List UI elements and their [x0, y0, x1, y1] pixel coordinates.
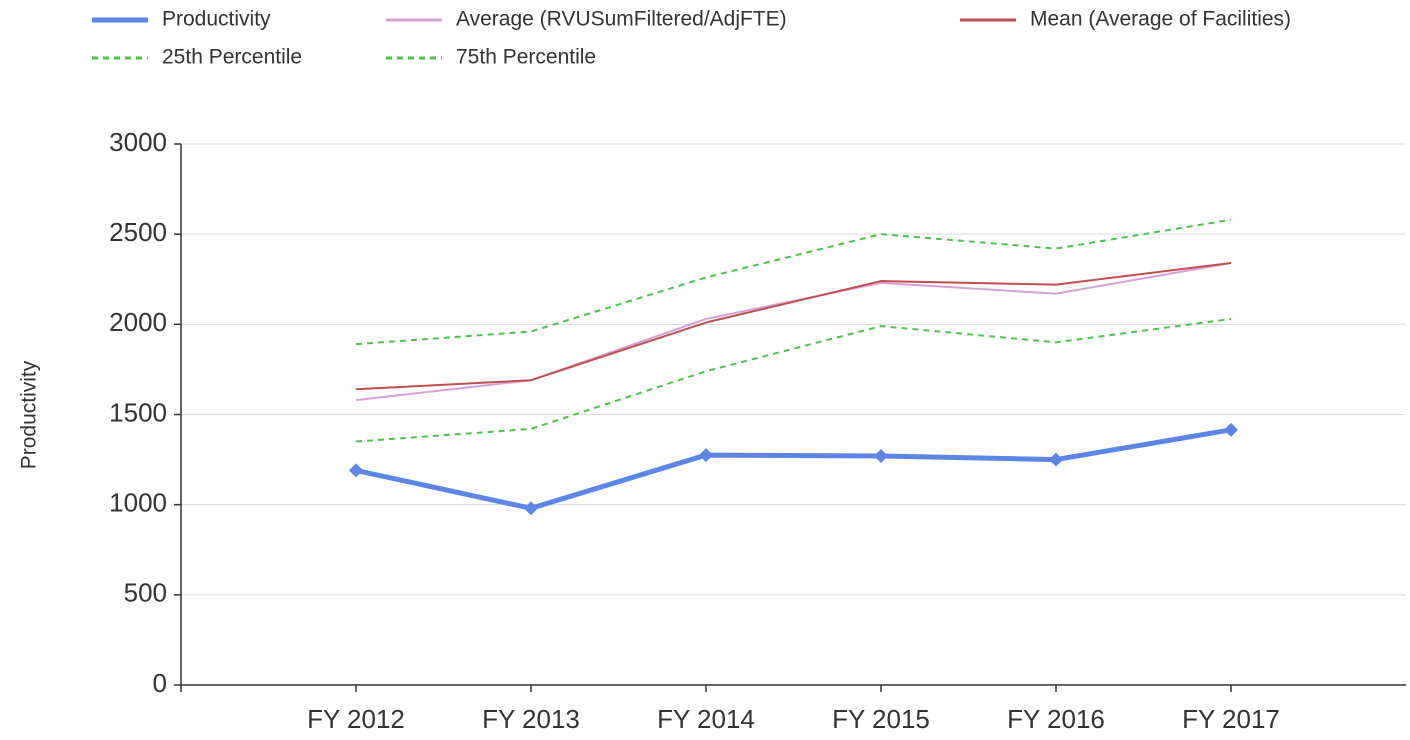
series-marker — [349, 463, 363, 478]
y-tick-label: 1000 — [109, 488, 167, 518]
y-tick-label: 3000 — [109, 127, 167, 157]
series-marker — [1049, 452, 1063, 467]
x-tick-label: FY 2017 — [1182, 704, 1280, 734]
series-marker — [699, 448, 713, 463]
y-tick-label: 1500 — [109, 397, 167, 427]
y-tick-label: 500 — [124, 578, 167, 608]
x-tick-label: FY 2015 — [832, 704, 930, 734]
series-line — [355, 262, 1232, 402]
series-marker — [874, 448, 888, 463]
series-marker — [524, 501, 538, 516]
x-tick-label: FY 2016 — [1007, 704, 1105, 734]
series-marker — [1224, 422, 1238, 437]
legend-label: 25th Percentile — [162, 46, 302, 69]
series-line — [355, 427, 1232, 511]
y-tick-label: 0 — [153, 668, 167, 698]
x-tick-label: FY 2014 — [657, 704, 755, 734]
x-tick-label: FY 2012 — [307, 704, 405, 734]
y-axis-label: Productivity — [18, 360, 41, 469]
legend-label: Mean (Average of Facilities) — [1030, 8, 1291, 31]
series-line — [355, 317, 1232, 443]
legend-label: Productivity — [162, 8, 271, 31]
y-tick-label: 2500 — [109, 217, 167, 247]
series-line — [355, 262, 1232, 391]
series-line — [355, 218, 1232, 346]
legend-label: 75th Percentile — [456, 46, 596, 69]
x-tick-label: FY 2013 — [482, 704, 580, 734]
y-tick-label: 2000 — [109, 307, 167, 337]
legend-label: Average (RVUSumFiltered/AdjFTE) — [456, 8, 787, 31]
